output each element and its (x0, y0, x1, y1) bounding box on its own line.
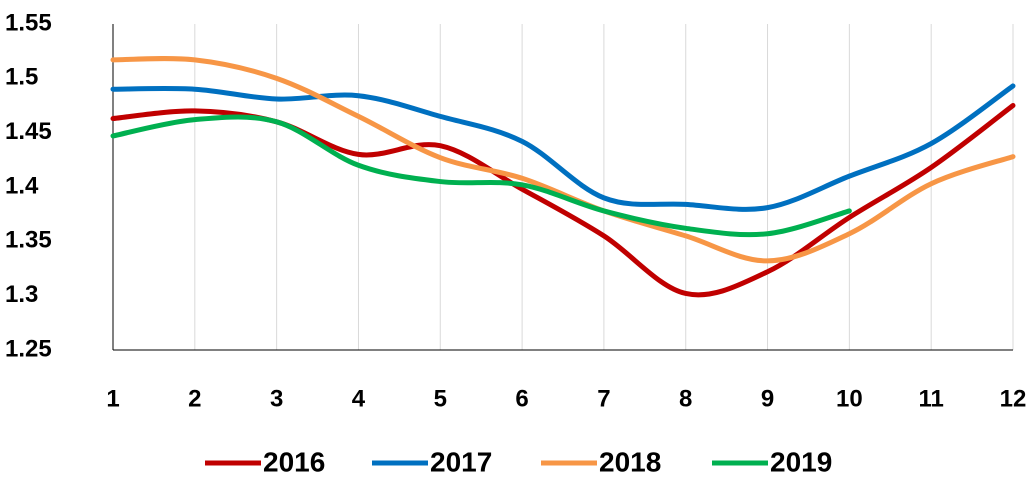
line-series (110, 103, 1016, 298)
x-tick-label: 2 (188, 385, 201, 412)
x-tick-label: 11 (918, 385, 943, 412)
line-series (110, 83, 1016, 212)
y-tick-label: 1.3 (5, 281, 38, 308)
legend-label: 2017 (430, 446, 492, 477)
x-tick-label: 8 (679, 385, 692, 412)
x-tick-label: 9 (761, 385, 774, 412)
x-tick-label: 1 (106, 385, 119, 412)
legend-label: 2019 (770, 446, 832, 477)
legend-label: 2018 (599, 446, 661, 477)
x-tick-label: 10 (836, 385, 863, 412)
y-tick-label: 1.5 (5, 64, 38, 91)
y-tick-label: 1.25 (5, 335, 52, 362)
line-series (110, 114, 852, 238)
x-tick-label: 5 (434, 385, 447, 412)
x-tick-label: 6 (515, 385, 528, 412)
y-tick-label: 1.55 (5, 9, 52, 36)
x-tick-label: 12 (1000, 385, 1027, 412)
y-tick-label: 1.4 (5, 172, 39, 199)
y-tick-label: 1.45 (5, 118, 52, 145)
y-tick-label: 1.35 (5, 227, 52, 254)
line-series (110, 56, 1016, 264)
x-tick-label: 4 (352, 385, 366, 412)
legend-label: 2016 (263, 446, 325, 477)
x-tick-label: 7 (597, 385, 610, 412)
x-tick-label: 3 (270, 385, 283, 412)
